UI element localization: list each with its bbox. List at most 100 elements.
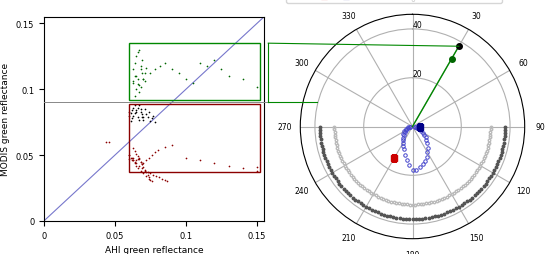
Point — [217, 68, 226, 72]
Point — [142, 113, 151, 117]
Point — [145, 156, 153, 160]
Point — [125, 157, 134, 161]
Point — [149, 173, 158, 177]
Point — [132, 88, 141, 92]
Point — [147, 153, 156, 157]
Point — [252, 85, 261, 89]
Point — [145, 110, 153, 114]
Point — [143, 115, 152, 119]
Point — [135, 164, 144, 168]
Point — [136, 110, 145, 114]
Point — [182, 77, 190, 82]
Point — [146, 172, 155, 176]
Point — [152, 174, 161, 179]
Point — [196, 62, 205, 66]
Point — [196, 159, 205, 163]
Point — [138, 59, 146, 63]
Point — [156, 64, 165, 68]
Point — [125, 114, 134, 118]
Point — [135, 118, 144, 122]
Point — [129, 80, 138, 84]
Point — [129, 68, 138, 72]
Point — [174, 72, 183, 76]
Point — [150, 68, 159, 72]
Point — [125, 153, 134, 157]
Point — [126, 112, 135, 116]
Point — [238, 77, 247, 82]
Point — [143, 170, 152, 174]
Point — [128, 117, 136, 121]
Point — [139, 118, 148, 122]
Point — [136, 68, 145, 72]
Point — [125, 153, 134, 157]
X-axis label: AHI green reflectance: AHI green reflectance — [104, 245, 204, 254]
Point — [140, 107, 149, 112]
Point — [128, 156, 136, 160]
Point — [129, 81, 138, 85]
Point — [136, 169, 145, 173]
Point — [138, 167, 146, 171]
Point — [136, 160, 145, 164]
Point — [142, 67, 151, 71]
Point — [133, 115, 142, 119]
Point — [132, 152, 141, 156]
Point — [136, 107, 145, 112]
Point — [135, 104, 144, 108]
Point — [133, 51, 142, 55]
Point — [129, 159, 138, 163]
Point — [203, 64, 212, 68]
Point — [102, 140, 111, 144]
Point — [136, 160, 145, 164]
Point — [157, 177, 166, 181]
Point — [210, 59, 219, 63]
Point — [224, 75, 233, 79]
Point — [129, 159, 138, 163]
Point — [139, 165, 148, 169]
Point — [160, 178, 169, 182]
Point — [138, 113, 146, 117]
Point — [150, 121, 159, 125]
Point — [135, 90, 144, 94]
Point — [140, 80, 149, 84]
Point — [132, 159, 141, 163]
Point — [129, 147, 138, 151]
Point — [105, 140, 114, 144]
Point — [238, 167, 247, 171]
Point — [128, 159, 136, 163]
Point — [252, 169, 261, 173]
Point — [129, 114, 138, 118]
Point — [182, 156, 190, 160]
Point — [130, 112, 139, 116]
Bar — [129, 44, 260, 100]
Point — [139, 115, 148, 119]
Point — [130, 149, 139, 153]
Point — [160, 62, 169, 66]
Point — [160, 146, 169, 150]
Point — [139, 77, 148, 82]
Point — [130, 75, 139, 79]
Point — [128, 109, 136, 113]
Point — [155, 176, 163, 180]
Point — [133, 106, 142, 110]
Point — [132, 164, 141, 168]
Point — [135, 84, 144, 88]
Point — [140, 72, 149, 76]
Point — [189, 81, 197, 85]
Point — [140, 169, 149, 173]
Point — [132, 75, 141, 79]
Point — [167, 68, 176, 72]
Point — [224, 164, 233, 168]
Point — [167, 143, 176, 147]
Point — [136, 64, 145, 68]
Point — [130, 161, 139, 165]
Point — [135, 156, 144, 160]
Point — [138, 163, 146, 167]
Point — [147, 180, 156, 184]
Point — [130, 160, 139, 164]
Point — [126, 156, 135, 160]
Point — [130, 104, 139, 108]
Point — [133, 157, 142, 161]
Legend: MODIS, AHI, MODIS-selected, Sun-MODIS, Sun-AHI: MODIS, AHI, MODIS-selected, Sun-MODIS, S… — [286, 0, 502, 4]
Point — [150, 151, 159, 155]
Point — [163, 180, 172, 184]
